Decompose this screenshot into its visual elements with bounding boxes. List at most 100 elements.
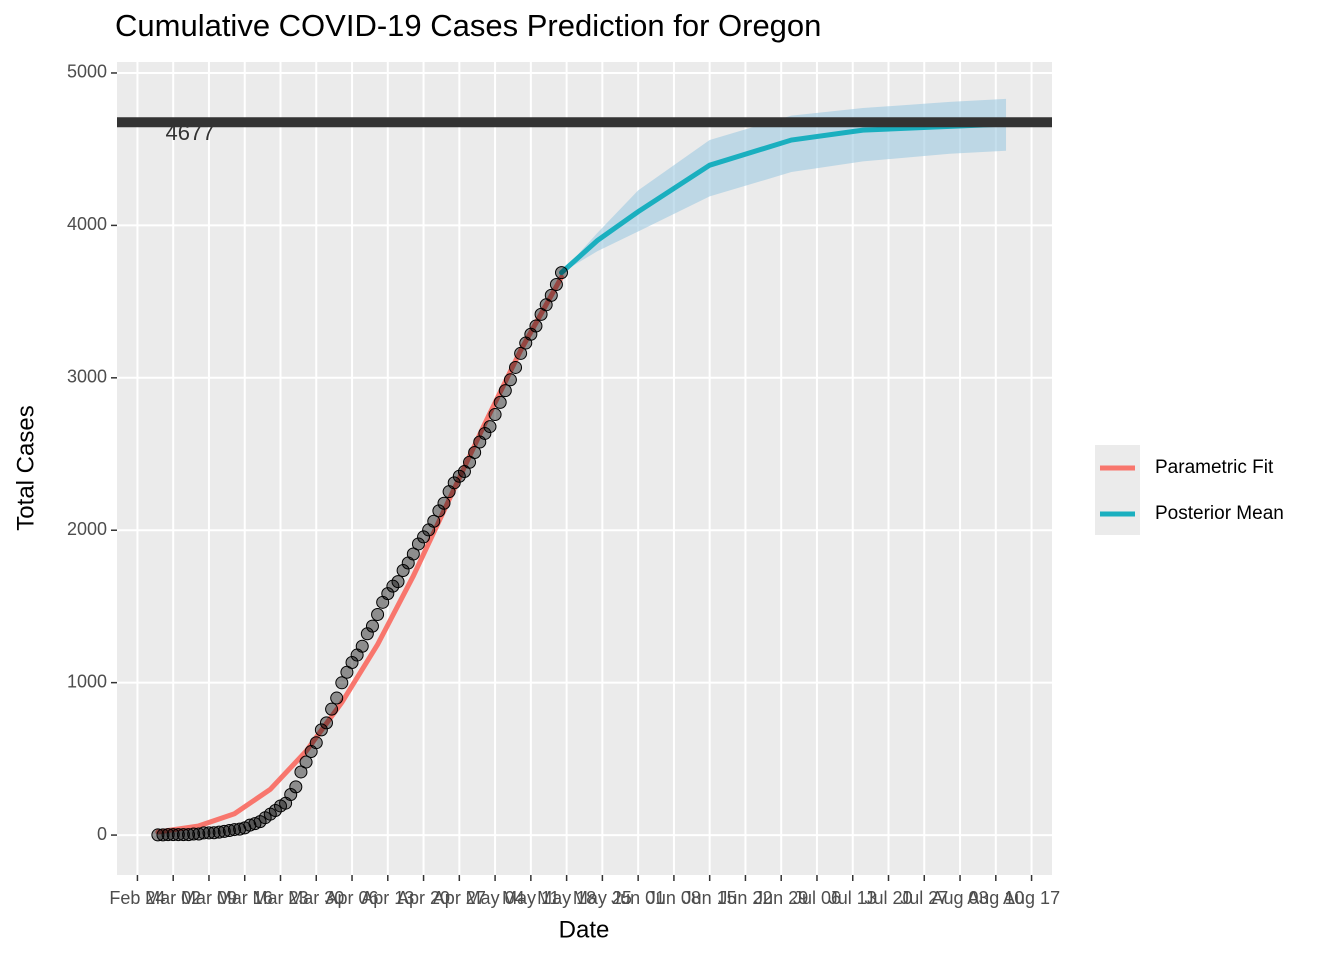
observed-point	[386, 579, 400, 593]
observed-point	[432, 504, 446, 518]
x-tick-label: Jun 01	[611, 888, 665, 908]
observed-point	[509, 360, 523, 374]
x-tick-label: Apr 27	[433, 888, 486, 908]
x-tick-label: May 25	[573, 888, 632, 908]
x-tick-label: Mar 09	[181, 888, 237, 908]
observed-point	[228, 823, 242, 837]
observed-point	[437, 496, 451, 510]
legend-key-background	[1095, 445, 1140, 535]
observed-point	[299, 755, 313, 769]
observed-point	[549, 278, 563, 292]
x-tick-label: Apr 13	[361, 888, 414, 908]
x-tick-label: Feb 24	[109, 888, 165, 908]
observed-point	[314, 723, 328, 737]
confidence-band	[561, 98, 1007, 273]
observed-point	[355, 639, 369, 653]
x-tick-label: May 04	[466, 888, 525, 908]
x-tick-label: Jul 06	[793, 888, 841, 908]
x-tick-label: Apr 06	[326, 888, 379, 908]
observed-point	[325, 702, 339, 716]
observed-point	[197, 826, 211, 840]
y-tick-label: 5000	[67, 62, 107, 82]
x-tick-label: May 18	[537, 888, 596, 908]
x-tick-label: Jun 15	[683, 888, 737, 908]
observed-point	[427, 514, 441, 528]
y-tick-label: 0	[97, 824, 107, 844]
reference-label: 4677	[166, 120, 215, 145]
observed-point	[171, 828, 185, 842]
legend-label: Posterior Mean	[1155, 503, 1284, 524]
observed-point	[503, 373, 517, 387]
y-tick-label: 2000	[67, 519, 107, 539]
observed-point	[468, 445, 482, 459]
observed-point	[555, 266, 569, 280]
observed-point	[187, 827, 201, 841]
observed-point	[156, 828, 170, 842]
observed-point	[176, 828, 190, 842]
x-tick-label: Mar 30	[288, 888, 344, 908]
observed-point	[207, 826, 221, 840]
observed-point	[544, 288, 558, 302]
observed-point	[212, 825, 226, 839]
observed-point	[483, 420, 497, 434]
x-tick-label: Aug 17	[1003, 888, 1060, 908]
x-tick-label: Jun 08	[647, 888, 701, 908]
observed-point	[192, 827, 206, 841]
x-tick-label: Jun 22	[718, 888, 772, 908]
observed-point	[202, 826, 216, 840]
y-axis-title: Total Cases	[12, 405, 39, 530]
x-tick-label: Apr 20	[397, 888, 450, 908]
observed-point	[289, 780, 303, 794]
observed-point	[243, 818, 257, 832]
observed-point	[411, 537, 425, 551]
observed-point	[360, 627, 374, 641]
panel	[117, 62, 1052, 875]
x-axis-title: Date	[559, 916, 610, 943]
observed-point	[514, 346, 528, 360]
observed-point	[529, 319, 543, 333]
observed-point	[309, 736, 323, 750]
x-tick-label: Mar 02	[145, 888, 201, 908]
observed-point	[396, 563, 410, 577]
x-tick-label: Mar 16	[217, 888, 273, 908]
observed-point	[284, 788, 298, 802]
x-tick-label: Jul 13	[829, 888, 877, 908]
observed-point	[447, 476, 461, 490]
observed-point	[406, 547, 420, 561]
observed-point	[151, 828, 165, 842]
x-tick-label: May 11	[502, 888, 560, 908]
observed-point	[365, 619, 379, 633]
observed-point	[371, 608, 385, 622]
observed-point	[248, 817, 262, 831]
x-tick-label: Aug 10	[967, 888, 1024, 908]
observed-point	[417, 530, 431, 544]
observed-point	[452, 469, 466, 483]
observed-point	[391, 575, 405, 589]
x-tick-label: Jul 20	[864, 888, 912, 908]
x-tick-label: Mar 23	[252, 888, 308, 908]
observed-point	[478, 426, 492, 440]
x-tick-label: Aug 03	[932, 888, 989, 908]
y-tick-label: 3000	[67, 367, 107, 387]
series-line	[155, 274, 565, 835]
legend-label: Parametric Fit	[1155, 457, 1274, 478]
observed-point	[182, 828, 196, 842]
observed-point	[166, 828, 180, 842]
y-tick-label: 4000	[67, 214, 107, 234]
x-tick-label: Jun 29	[754, 888, 808, 908]
observed-point	[498, 384, 512, 398]
observed-point	[222, 823, 236, 837]
observed-point	[381, 587, 395, 601]
x-tick-label: Jul 27	[900, 888, 948, 908]
observed-point	[488, 408, 502, 422]
observed-point	[217, 824, 231, 838]
observed-point	[161, 828, 175, 842]
observed-point	[330, 691, 344, 705]
observed-point	[335, 676, 349, 690]
chart-title: Cumulative COVID-19 Cases Prediction for…	[115, 8, 821, 43]
observed-point	[268, 804, 282, 818]
observed-point	[319, 716, 333, 730]
observed-point	[345, 656, 359, 670]
